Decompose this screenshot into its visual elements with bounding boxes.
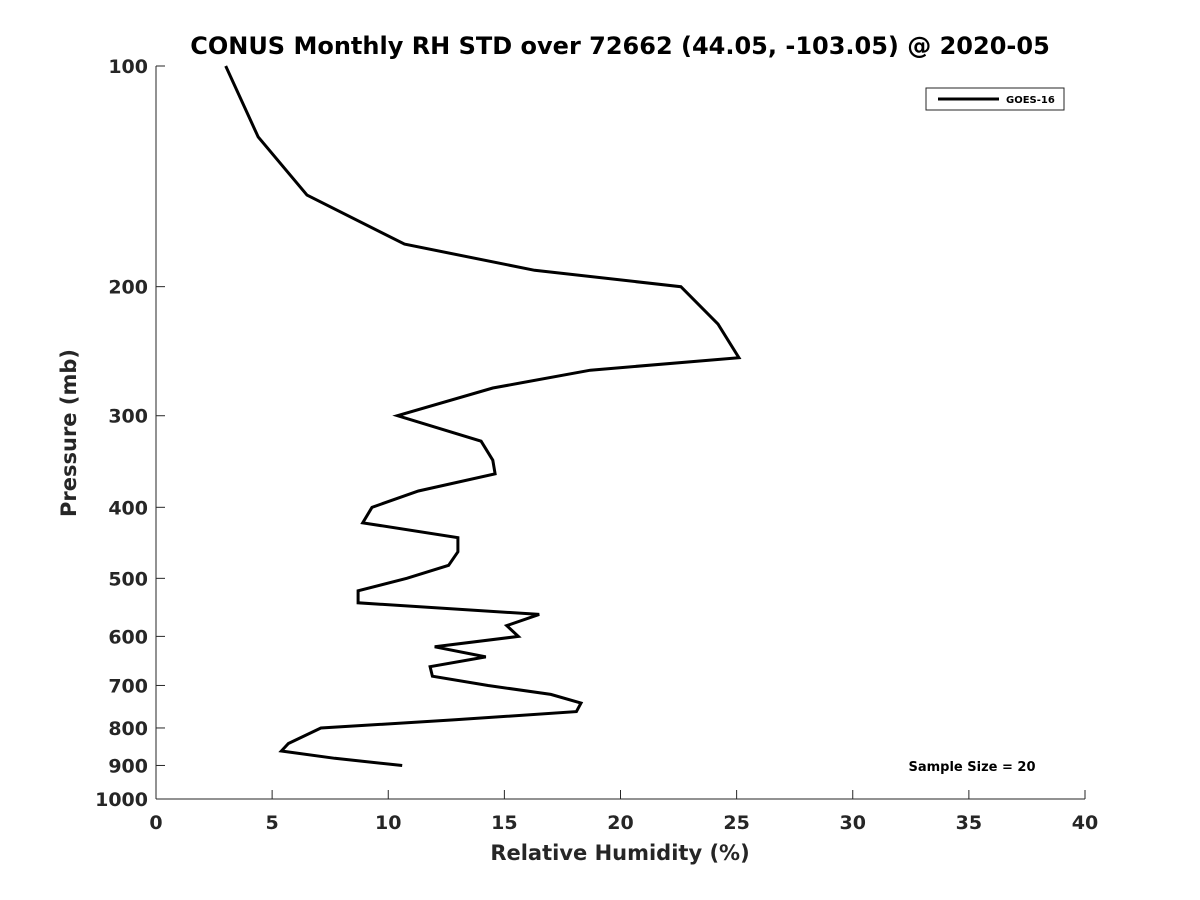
series-line-goes-16 <box>224 65 742 767</box>
y-tick-label: 300 <box>108 406 148 428</box>
y-tick-label: 200 <box>108 277 148 299</box>
plot-axes: 0 5 10 15 20 25 30 35 40 100 200 300 400 500 600 700 800… <box>95 56 1098 834</box>
y-tick-label: 500 <box>108 568 148 590</box>
x-tick-label: 5 <box>266 812 279 834</box>
y-axis-label: Pressure (mb) <box>57 349 81 517</box>
y-tick-label: 800 <box>108 718 148 740</box>
x-tick-label: 10 <box>375 812 401 834</box>
series-layer <box>224 65 742 767</box>
y-tick-label: 100 <box>108 56 148 78</box>
y-tick-label: 1000 <box>95 789 148 811</box>
x-tick-label: 40 <box>1072 812 1098 834</box>
y-tick-label: 600 <box>108 626 148 648</box>
y-tick-label: 400 <box>108 497 148 519</box>
x-tick-label: 25 <box>723 812 749 834</box>
legend: GOES-16 <box>925 87 1065 111</box>
chart-title: CONUS Monthly RH STD over 72662 (44.05, … <box>190 32 1050 60</box>
sample-size-annotation: Sample Size = 20 <box>908 760 1035 775</box>
x-axis-label: Relative Humidity (%) <box>490 841 749 865</box>
legend-label: GOES-16 <box>1006 95 1055 106</box>
x-tick-label: 30 <box>840 812 866 834</box>
y-tick-label: 900 <box>108 755 148 777</box>
x-tick-label: 0 <box>149 812 162 834</box>
y-tick-label: 700 <box>108 675 148 697</box>
x-tick-label: 35 <box>956 812 982 834</box>
x-tick-label: 20 <box>607 812 633 834</box>
x-tick-label: 15 <box>491 812 517 834</box>
